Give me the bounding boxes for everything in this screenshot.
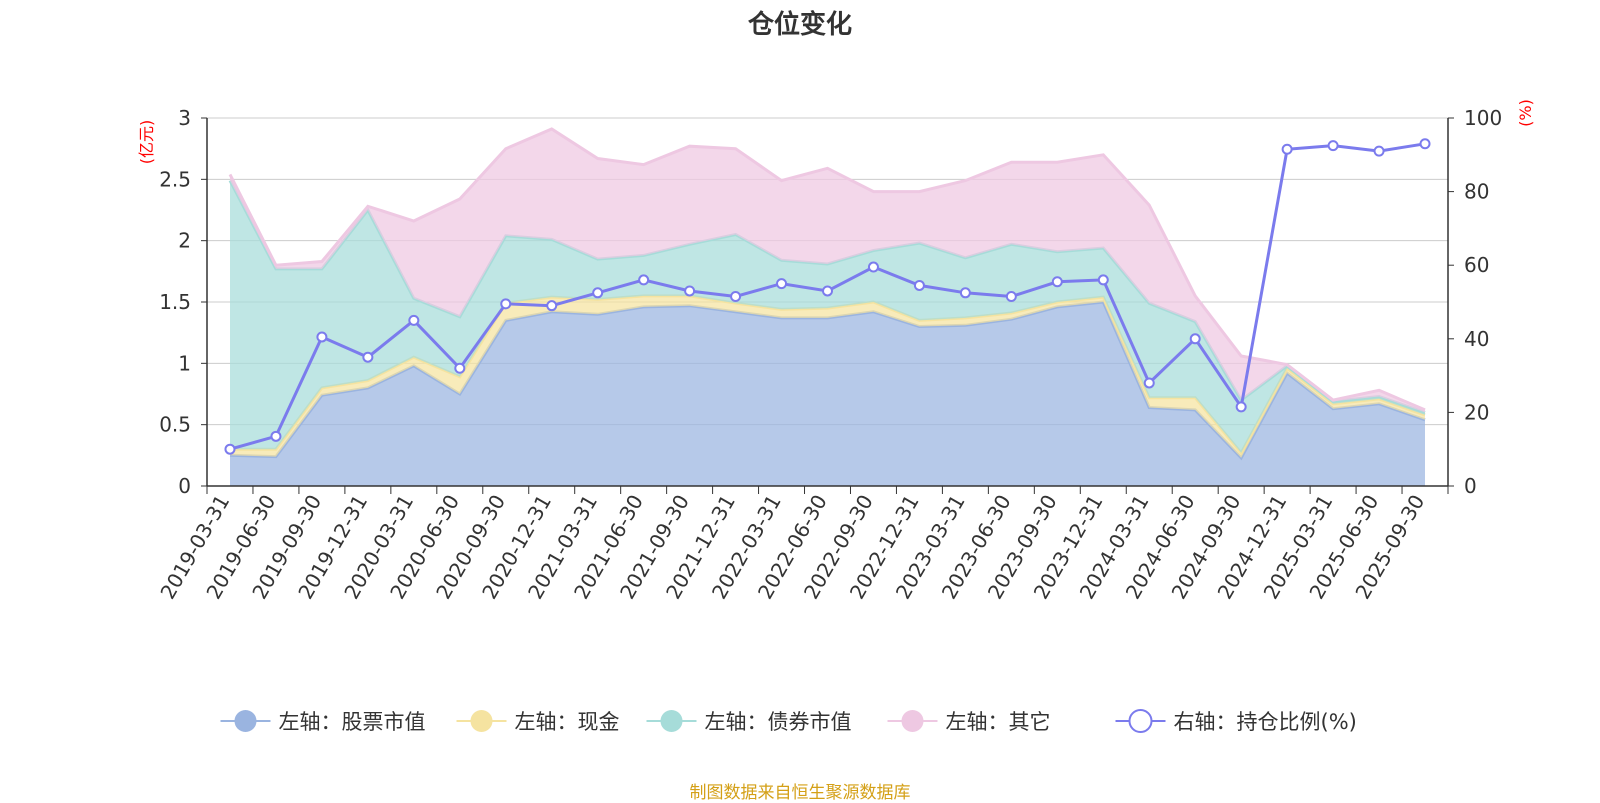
y-right-tick-label: 80 <box>1464 180 1489 204</box>
line-series-point <box>1327 140 1339 152</box>
chart-title: 仓位变化 <box>747 10 852 40</box>
y-left-tick-label: 0.5 <box>159 413 191 437</box>
line-series-point <box>546 300 558 312</box>
line-series-point <box>1189 333 1201 345</box>
y-right-tick-label: 40 <box>1464 327 1489 351</box>
legend-marker <box>470 710 493 732</box>
legend-label: 左轴：债券市值 <box>705 710 852 734</box>
line-series-point <box>1373 145 1385 157</box>
legend-label: 左轴：现金 <box>515 710 620 734</box>
y-left-unit-label: (亿元) <box>137 120 156 165</box>
y-right-tick-label: 0 <box>1464 474 1477 498</box>
area-series <box>230 180 1425 453</box>
line-series-point <box>1235 401 1247 413</box>
y-right-tick-label: 100 <box>1464 106 1502 130</box>
line-series-point <box>730 290 742 302</box>
legend-marker <box>1128 709 1153 733</box>
line-series-point <box>822 285 833 297</box>
line-series-point <box>959 287 971 299</box>
y-left-tick-label: 2 <box>178 229 191 253</box>
line-series-point <box>1419 138 1431 150</box>
area-series-edge <box>228 127 1426 412</box>
y-left-tick-label: 3 <box>178 106 191 130</box>
line-series-point <box>638 274 650 286</box>
y-right-tick-label: 60 <box>1464 253 1489 277</box>
line-series-point <box>592 287 604 299</box>
area-series <box>230 129 1425 413</box>
line-series-point <box>270 430 282 442</box>
line-series-point <box>316 331 328 343</box>
line-series-point <box>867 261 879 273</box>
legend-marker <box>901 710 924 732</box>
line-series-point <box>684 285 696 297</box>
y-right-tick-label: 20 <box>1464 400 1489 424</box>
y-right-unit-label: (%) <box>1516 99 1535 127</box>
line-series-point <box>1143 377 1155 389</box>
area-series <box>230 302 1425 486</box>
y-left-tick-label: 1 <box>178 351 191 375</box>
line-series-point <box>1005 290 1017 302</box>
line-series-point <box>454 362 466 374</box>
line-series-point <box>1281 143 1293 155</box>
legend-marker <box>234 710 257 732</box>
line-series-point <box>1097 274 1109 286</box>
y-left-tick-label: 1.5 <box>159 290 191 314</box>
line-series-point <box>776 278 788 290</box>
source-note: 制图数据来自恒生聚源数据库 <box>689 783 911 803</box>
line-series-point <box>408 314 420 326</box>
legend-label: 右轴：持仓比例(%) <box>1174 710 1357 734</box>
line-series-point <box>500 298 512 310</box>
line-series-point <box>1051 276 1063 288</box>
line-series-point <box>362 351 374 363</box>
legend-label: 左轴：其它 <box>946 710 1051 734</box>
y-left-tick-label: 2.5 <box>159 167 191 191</box>
legend-label: 左轴：股票市值 <box>279 710 426 734</box>
area-series <box>230 295 1425 458</box>
line-series-point <box>224 443 236 455</box>
legend-marker <box>660 710 683 732</box>
y-left-tick-label: 0 <box>178 474 191 498</box>
line-series-point <box>913 279 925 291</box>
